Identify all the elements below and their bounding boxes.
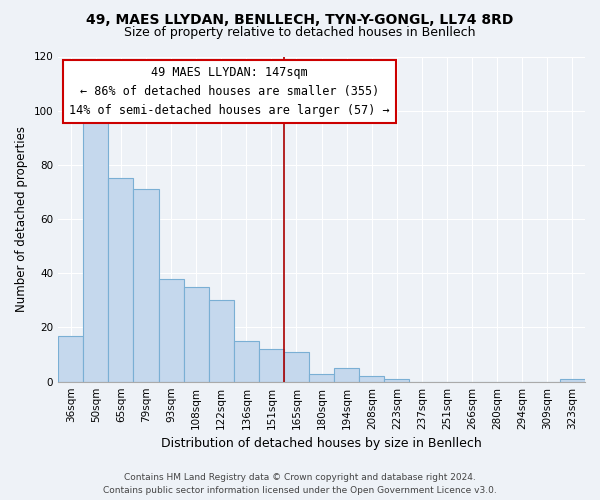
Bar (209, 300, 234, 382)
Text: Contains HM Land Registry data © Crown copyright and database right 2024.
Contai: Contains HM Land Registry data © Crown c… (103, 474, 497, 495)
Text: 49 MAES LLYDAN: 147sqm
← 86% of detached houses are smaller (355)
14% of semi-de: 49 MAES LLYDAN: 147sqm ← 86% of detached… (69, 66, 390, 118)
Bar (284, 352, 309, 382)
Bar (385, 379, 409, 382)
Bar (560, 379, 585, 382)
Bar (158, 278, 184, 382)
Bar (133, 190, 158, 382)
Bar (334, 368, 359, 382)
Bar (83, 122, 109, 382)
Bar (309, 374, 334, 382)
Bar (184, 287, 209, 382)
Bar (259, 349, 284, 382)
Bar (234, 341, 259, 382)
Text: 49, MAES LLYDAN, BENLLECH, TYN-Y-GONGL, LL74 8RD: 49, MAES LLYDAN, BENLLECH, TYN-Y-GONGL, … (86, 12, 514, 26)
X-axis label: Distribution of detached houses by size in Benllech: Distribution of detached houses by size … (161, 437, 482, 450)
Bar (58, 336, 83, 382)
Bar (359, 376, 385, 382)
Y-axis label: Number of detached properties: Number of detached properties (15, 126, 28, 312)
Bar (109, 178, 133, 382)
Text: Size of property relative to detached houses in Benllech: Size of property relative to detached ho… (124, 26, 476, 39)
